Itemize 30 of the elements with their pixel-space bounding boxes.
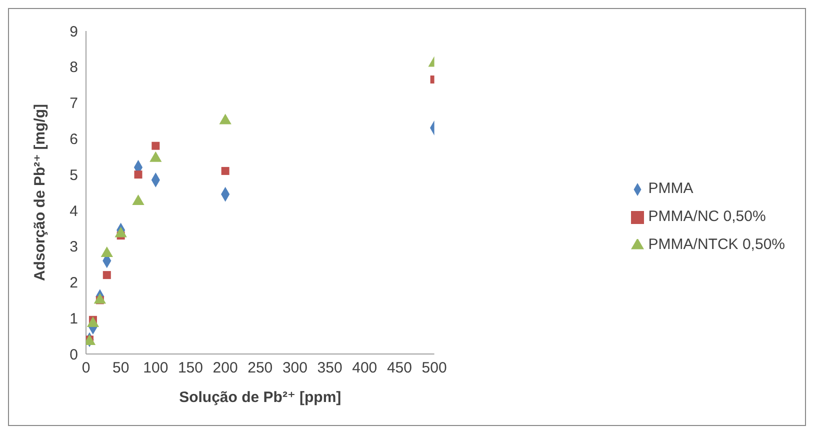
y-tick-label: 0 [70,346,78,364]
x-tick-label: 300 [282,360,308,377]
y-tick-label: 6 [70,130,78,148]
x-tick-label: 150 [178,360,204,377]
legend-label: PMMA/NTCK 0,50% [648,236,785,253]
x-tick-label: 100 [143,360,168,377]
y-tick-label: 1 [70,310,78,328]
x-tick-label: 0 [82,360,90,377]
point [102,271,111,280]
y-tick-label: 8 [70,59,78,76]
y-tick-label: 2 [70,274,78,292]
y-axis-title: Adsorção de Pb²⁺ [mg/g] [31,104,48,282]
y-tick-label: 4 [70,202,78,220]
point [221,166,230,175]
x-tick-label: 400 [352,360,378,377]
x-tick-label: 200 [212,360,238,377]
point [134,170,142,179]
point [152,142,160,150]
x-tick-label: 350 [317,360,342,377]
x-tick-label: 250 [248,360,273,377]
x-tick-label: 450 [386,360,412,377]
legend-label: PMMA/NC 0,50% [648,208,766,225]
y-tick-label: 3 [70,238,78,256]
y-tick-label: 7 [70,95,78,112]
legend-label: PMMA [648,180,694,197]
x-tick-label: 500 [422,360,447,377]
x-tick-label: 50 [112,360,130,377]
x-axis-title: Solução de Pb²⁺ [ppm] [179,389,342,406]
y-tick-label: 9 [70,23,78,40]
y-tick-label: 5 [70,166,78,184]
